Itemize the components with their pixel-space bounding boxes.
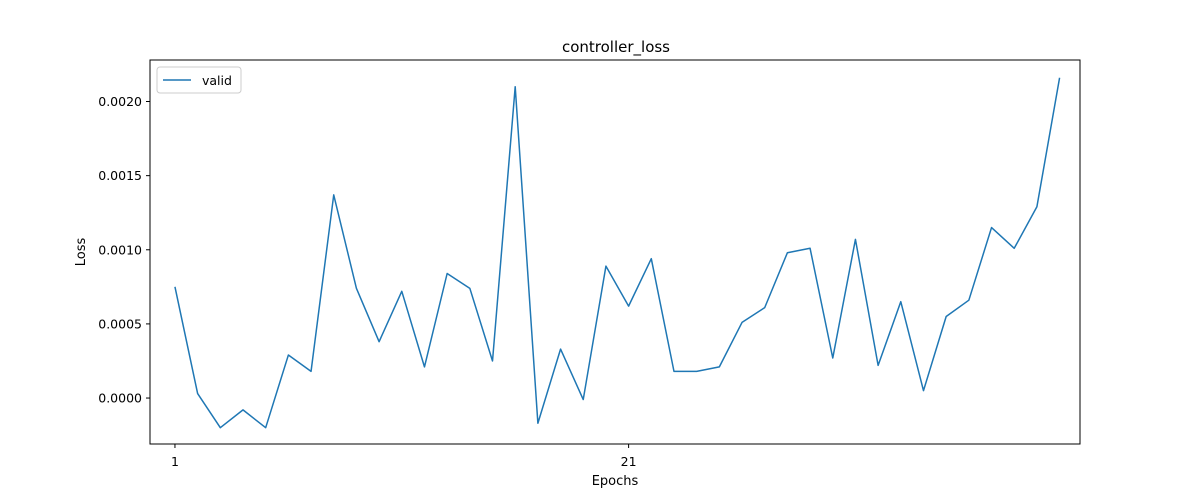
chart-title: controller_loss (562, 38, 670, 57)
x-axis: 1 21 (171, 444, 637, 469)
legend: valid (156, 66, 242, 94)
y-axis-label: Loss (74, 238, 89, 267)
x-axis-label: Epochs (592, 474, 639, 489)
y-tick-label: 0.0015 (98, 168, 142, 183)
plot-frame (149, 59, 1081, 445)
plot-area (174, 77, 1061, 429)
y-tick-label: 0.0020 (98, 94, 142, 109)
legend-box (156, 66, 242, 94)
y-tick-label: 0.0010 (98, 242, 142, 257)
y-axis: 0.0000 0.0005 0.0010 0.0015 0.0020 (98, 94, 150, 406)
y-tick-label: 0.0000 (98, 391, 142, 406)
x-tick-label: 1 (171, 454, 179, 469)
x-tick-label: 21 (621, 454, 637, 469)
legend-label-valid: valid (202, 73, 232, 88)
series-line-valid (174, 77, 1061, 429)
y-tick-label: 0.0005 (98, 316, 142, 331)
